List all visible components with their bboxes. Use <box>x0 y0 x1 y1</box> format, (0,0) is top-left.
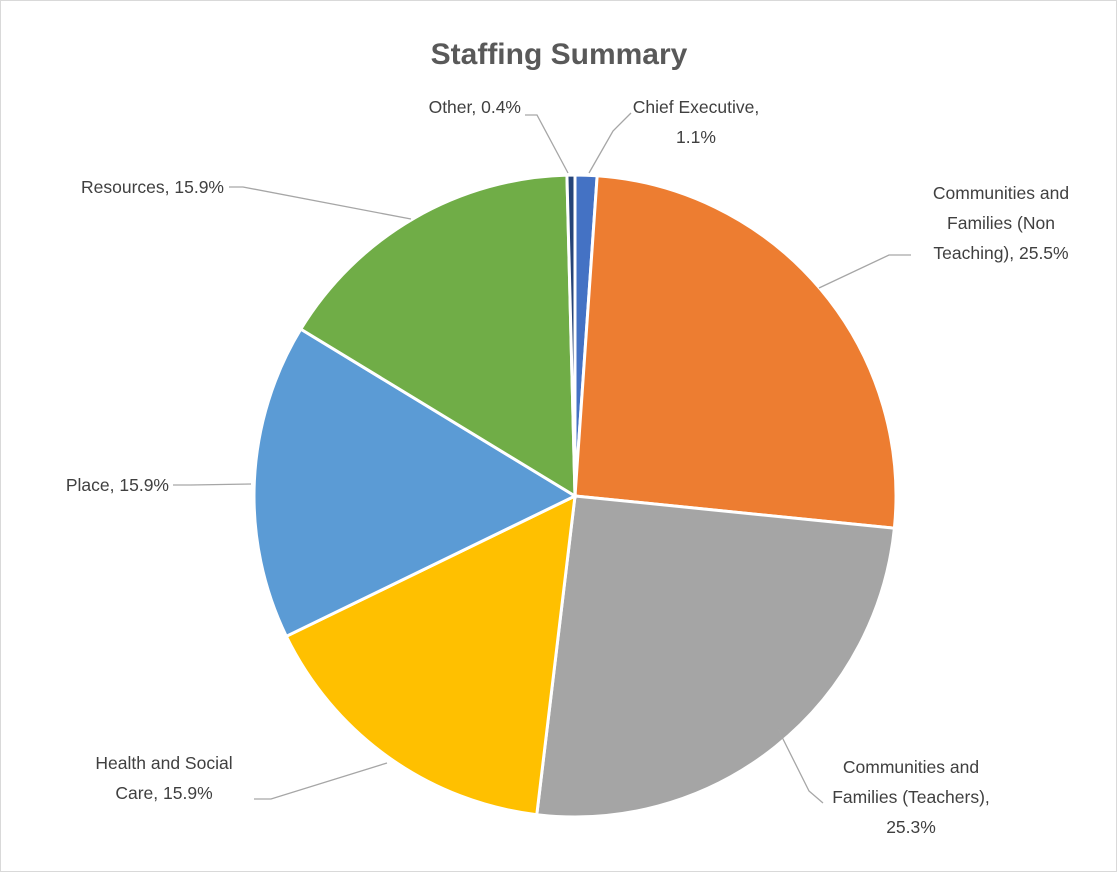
data-label-health-and-social-care: Health and Social Care, 15.9% <box>95 753 232 803</box>
leader-line-chief-executive <box>588 112 632 174</box>
pie-slice-health-and-social-care <box>284 493 577 817</box>
leader-lines <box>173 112 911 804</box>
leader-line-other <box>525 114 569 174</box>
pie-slice-place <box>252 327 579 639</box>
pie-slice-resources <box>298 173 577 499</box>
pie-slice-communities-and-families-non-teaching <box>573 174 898 530</box>
leader-line-communities-and-families-teachers <box>777 728 824 804</box>
data-labels: Chief Executive, 1.1% Communities and Famil… <box>66 97 1069 837</box>
data-label-resources: Resources, 15.9% <box>81 177 224 197</box>
pie-slice-communities-and-families-teachers <box>535 494 897 819</box>
data-label-place: Place, 15.9% <box>66 475 169 495</box>
leader-line-health-and-social-care <box>254 762 388 800</box>
data-label-communities-and-families-teachers: Communities and Families (Teachers), 25.3% <box>832 757 990 837</box>
leader-line-communities-and-families-non-teaching <box>818 254 911 289</box>
leader-line-place <box>173 483 252 486</box>
pie-slice-other <box>565 173 577 497</box>
chart-title: Staffing Summary <box>431 38 688 71</box>
leader-line-resources <box>229 186 412 220</box>
data-label-chief-executive: Chief Executive, 1.1% <box>633 97 759 147</box>
pie-slices <box>252 173 898 819</box>
data-label-other: Other, 0.4% <box>429 97 521 117</box>
data-label-communities-and-families-non-teaching: Communities and Families (Non Teaching), 2… <box>933 183 1069 263</box>
